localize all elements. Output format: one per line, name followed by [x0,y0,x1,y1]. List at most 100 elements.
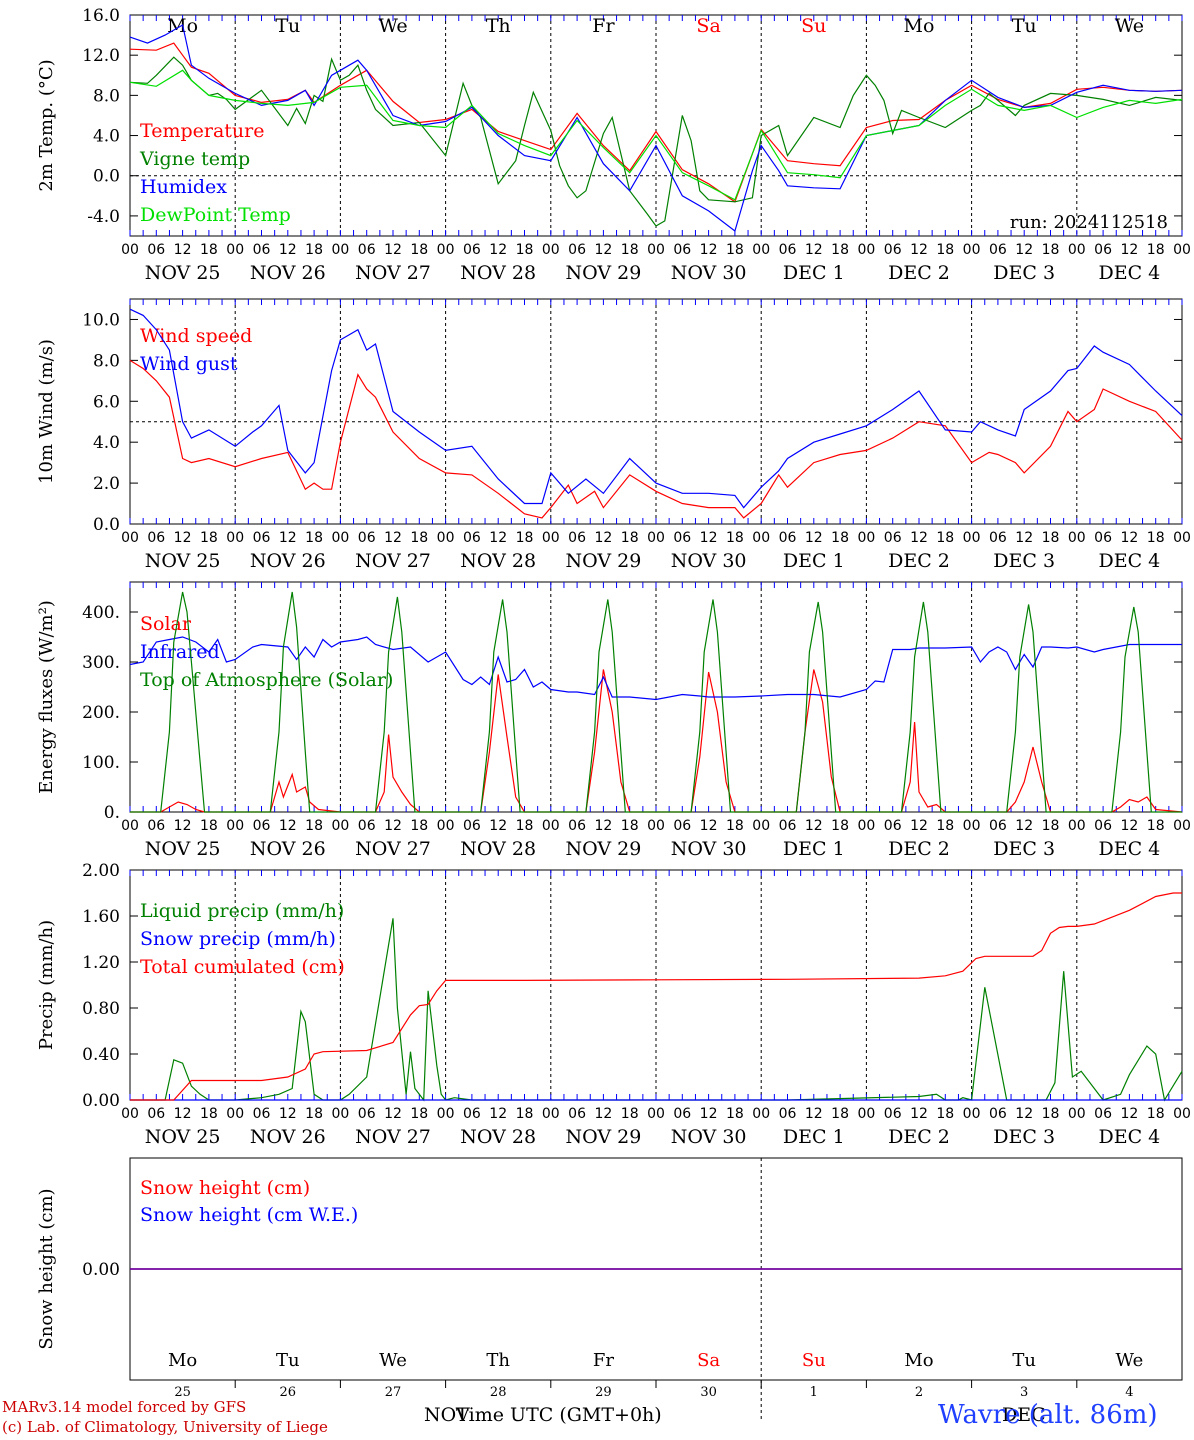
weekday-label: Fr [593,1350,614,1371]
x-hour-label: 18 [200,1106,218,1122]
x-hour-label: 12 [279,818,297,834]
month-label-nov: NOV [424,1404,470,1426]
x-date-label: DEC 1 [783,1126,845,1148]
x-hour-label: 00 [331,818,349,834]
weekday-label: Tu [275,15,300,37]
y-tick-label: 0.40 [82,1045,120,1065]
x-hour-label: 06 [253,818,271,834]
x-hour-label: 18 [621,818,639,834]
series-line-infrared [129,636,1182,701]
x-date-label: NOV 28 [460,1126,536,1148]
x-date-label: NOV 26 [250,262,326,284]
x-hour-label: 12 [174,1106,192,1122]
x-date-label: DEC 3 [993,838,1055,860]
weekday-label: Fr [592,15,615,37]
x-hour-label: 06 [253,242,271,258]
x-hour-label: 06 [1094,242,1112,258]
x-hour-label: 18 [516,530,534,546]
x-hour-label: 12 [910,242,928,258]
x-date-label: NOV 27 [355,550,431,572]
weekday-label: Tu [1012,15,1037,37]
x-hour-label: 00 [1068,242,1086,258]
x-hour-label: 18 [200,818,218,834]
x-hour-label: 18 [936,818,954,834]
x-hour-label: 18 [1147,1106,1165,1122]
x-date-label: NOV 29 [565,550,641,572]
day-number-label: 27 [385,1385,402,1400]
y-axis-title: Snow height (cm) [36,1188,57,1349]
x-date-label: NOV 30 [671,1126,747,1148]
x-hour-label: 12 [384,242,402,258]
x-date-label: DEC 2 [888,262,950,284]
x-hour-label: 06 [673,818,691,834]
weekday-label: Su [801,15,826,37]
panel-3: 400. 300. 200. 100. 0. Energy fluxes (W/m²) 00… [36,581,1191,860]
weekday-label: Th [486,1350,510,1371]
y-tick-label: 6.0 [93,392,120,412]
legend-top-of-atmosphere-solar: Top of Atmosphere (Solar) [140,669,393,691]
x-date-label: DEC 3 [993,1126,1055,1148]
x-hour-label: 12 [594,242,612,258]
x-hour-label: 12 [1015,1106,1033,1122]
x-hour-label: 00 [857,818,875,834]
x-hour-label: 00 [121,530,139,546]
x-hour-label: 06 [1094,1106,1112,1122]
y-axis-title: 2m Temp. (°C) [36,59,57,191]
legend-wind-speed: Wind speed [140,325,252,347]
x-hour-label: 06 [147,242,165,258]
x-hour-label: 18 [726,530,744,546]
series-line-total-cumulated-cm [130,892,1182,1101]
x-hour-label: 00 [963,530,981,546]
x-hour-label: 18 [410,530,428,546]
x-hour-label: 06 [358,242,376,258]
x-hour-label: 18 [200,242,218,258]
x-date-label: NOV 27 [355,262,431,284]
x-hour-label: 06 [989,818,1007,834]
legend-wind-gust: Wind gust [140,353,238,375]
day-number-label: 28 [490,1385,507,1400]
weekday-label: Su [802,1350,826,1371]
x-hour-label: 12 [1120,242,1138,258]
x-hour-label: 06 [568,530,586,546]
x-date-label: NOV 28 [460,262,536,284]
x-date-label: NOV 30 [671,838,747,860]
x-hour-label: 00 [857,242,875,258]
weekday-label: We [1115,15,1144,37]
y-tick-label: 0.80 [82,999,120,1019]
x-date-label: DEC 4 [1099,1126,1161,1148]
x-hour-label: 12 [594,818,612,834]
x-hour-label: 06 [1094,818,1112,834]
y-tick-label: 1.20 [82,953,120,973]
x-hour-label: 00 [542,818,560,834]
x-axis-title: Time UTC (GMT+0h) [456,1404,662,1426]
x-hour-label: 06 [779,530,797,546]
y-tick-label: 2.00 [82,861,120,881]
y-tick-label: 12.0 [82,46,120,66]
x-hour-label: 18 [516,1106,534,1122]
x-hour-label: 06 [779,1106,797,1122]
x-hour-label: 00 [121,242,139,258]
x-hour-label: 00 [437,242,455,258]
x-hour-label: 00 [226,242,244,258]
x-hour-label: 00 [963,818,981,834]
x-hour-label: 06 [253,1106,271,1122]
x-hour-label: 18 [936,1106,954,1122]
x-date-label: DEC 2 [888,838,950,860]
day-number-label: 26 [280,1385,297,1400]
panel-5: 0.00 Snow height (cm) Mo 25 Tu 26 We 27 Th 28 Fr 29… [36,1157,1183,1420]
x-hour-label: 06 [1094,530,1112,546]
x-date-label: NOV 27 [355,1126,431,1148]
x-hour-label: 00 [1173,1106,1191,1122]
x-hour-label: 00 [1068,530,1086,546]
x-date-label: DEC 1 [783,838,845,860]
x-hour-label: 06 [147,818,165,834]
x-date-label: NOV 25 [145,838,221,860]
series-line-humidex [129,24,1183,233]
x-hour-label: 18 [726,818,744,834]
x-hour-label: 12 [174,242,192,258]
x-hour-label: 00 [752,242,770,258]
x-date-label: NOV 28 [460,838,536,860]
panel-1: 16.0 12.0 8.0 4.0 0.0 -4.0 2m Temp. (°C) 00 06 12… [36,6,1191,284]
x-date-label: NOV 26 [250,838,326,860]
x-hour-label: 18 [1147,818,1165,834]
